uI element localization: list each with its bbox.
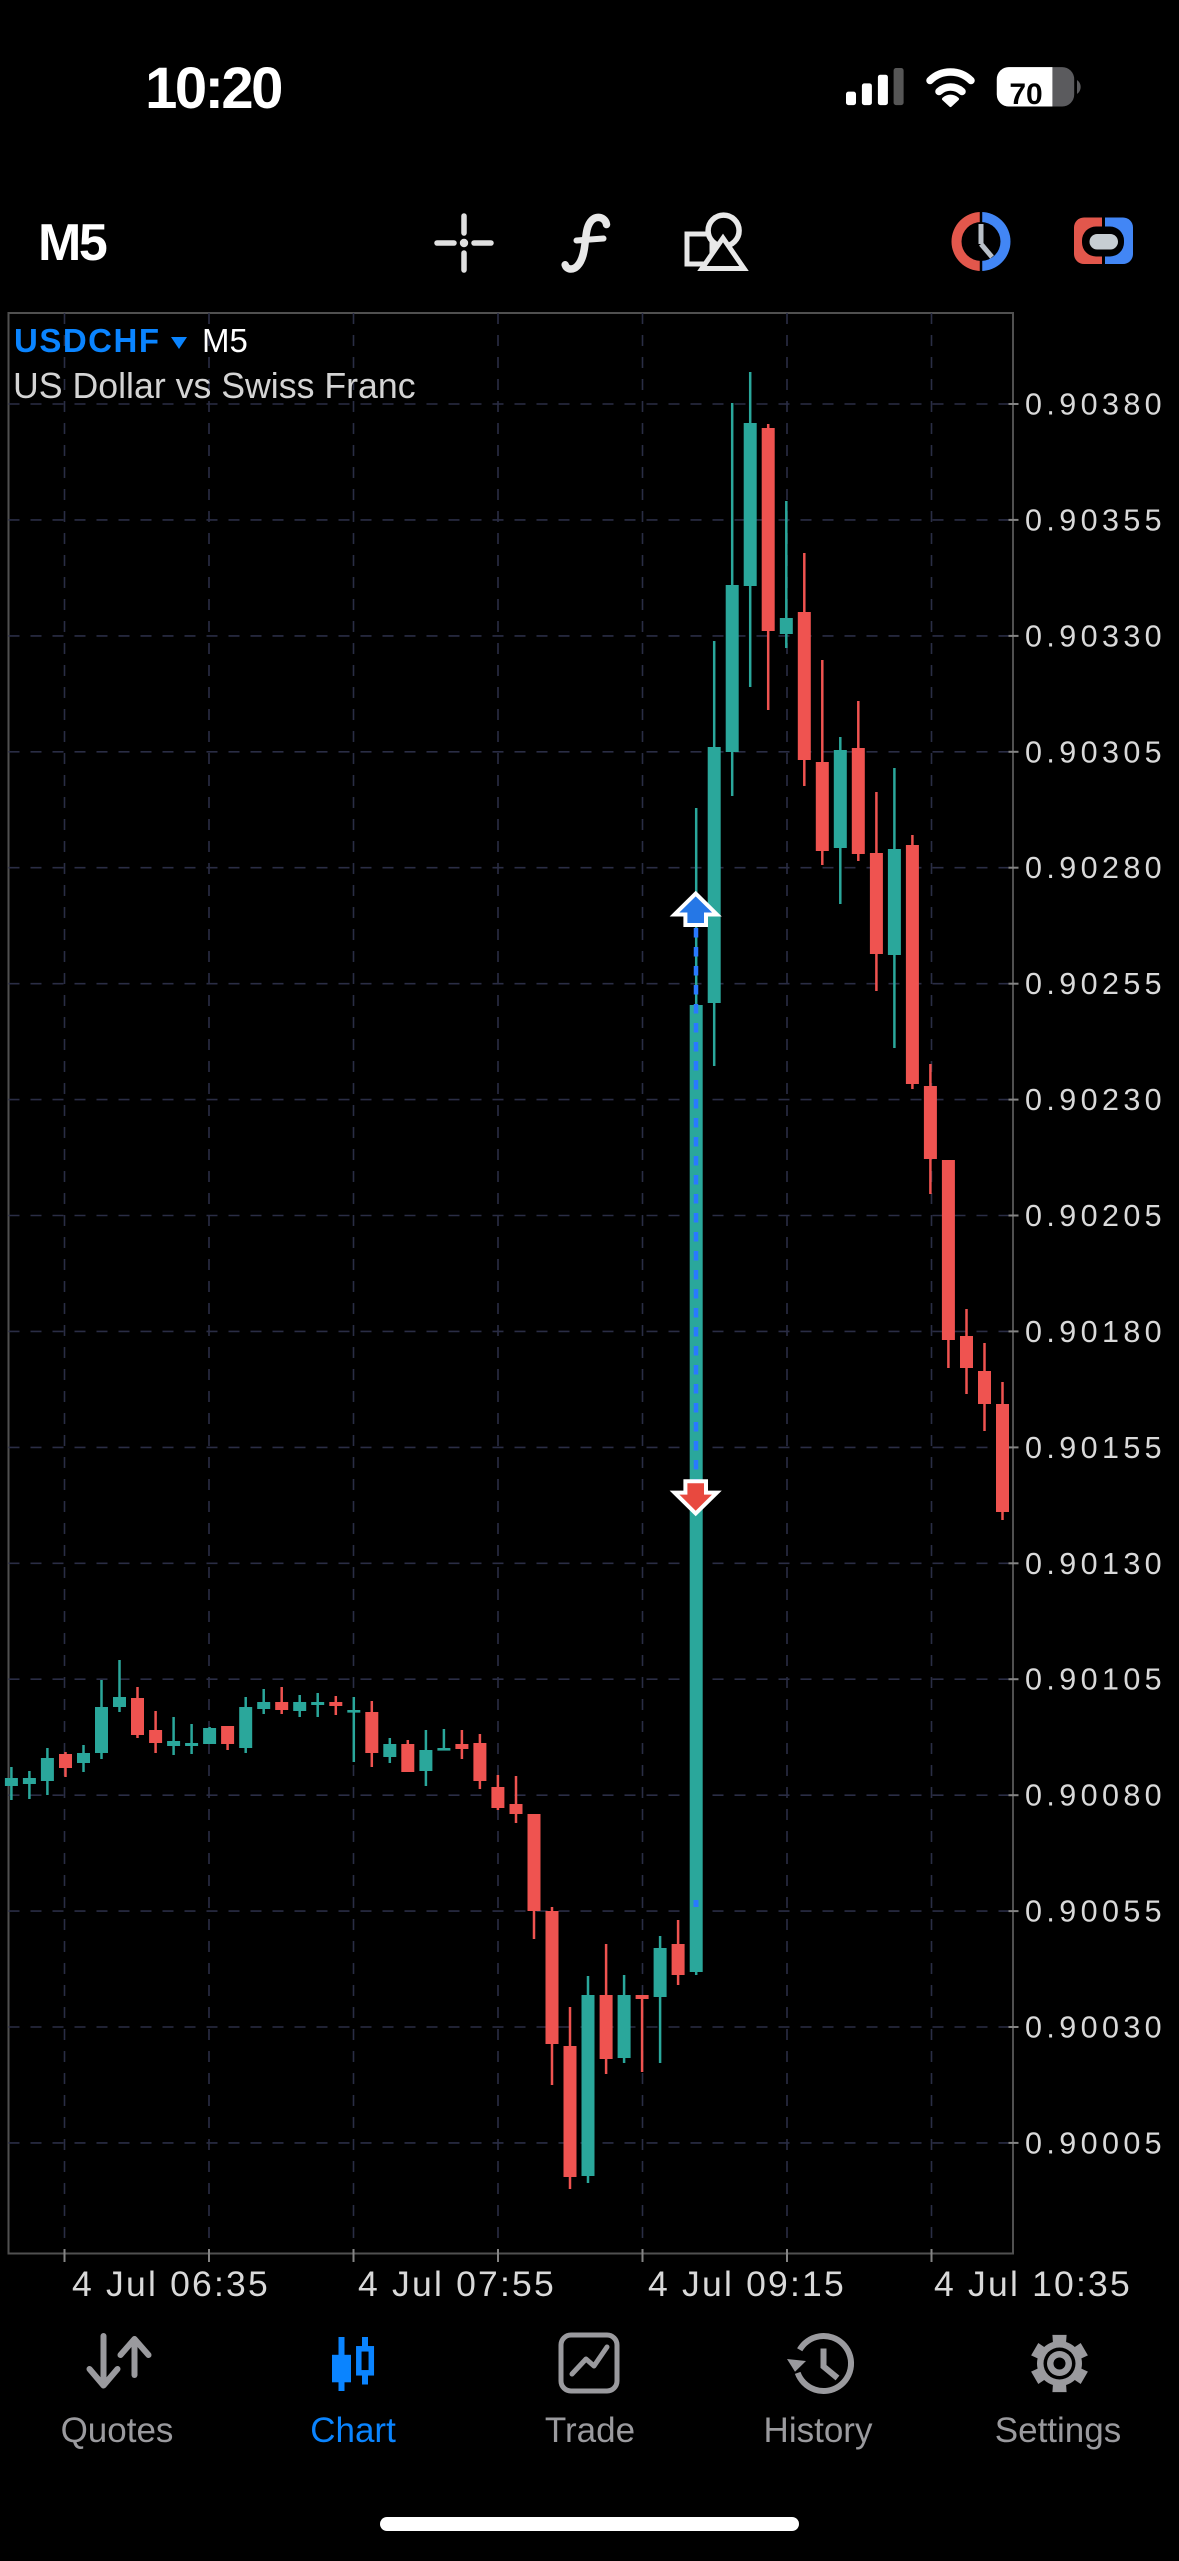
svg-text:4 Jul 07:55: 4 Jul 07:55 — [358, 2264, 556, 2304]
svg-text:4 Jul 10:35: 4 Jul 10:35 — [934, 2264, 1132, 2304]
svg-text:0.90005: 0.90005 — [1025, 2126, 1166, 2160]
svg-text:10:20: 10:20 — [145, 56, 281, 121]
svg-text:M5: M5 — [38, 214, 107, 272]
svg-text:0.90380: 0.90380 — [1025, 388, 1166, 422]
svg-text:0.90255: 0.90255 — [1025, 967, 1166, 1001]
svg-text:Quotes: Quotes — [61, 2411, 174, 2450]
svg-text:0.90080: 0.90080 — [1025, 1779, 1166, 1813]
svg-text:0.90230: 0.90230 — [1025, 1083, 1166, 1117]
svg-text:Chart: Chart — [310, 2411, 396, 2450]
svg-text:0.90305: 0.90305 — [1025, 735, 1166, 769]
svg-text:Trade: Trade — [545, 2411, 635, 2450]
svg-text:0.90280: 0.90280 — [1025, 851, 1166, 885]
svg-text:0.90205: 0.90205 — [1025, 1199, 1166, 1233]
svg-text:Settings: Settings — [995, 2411, 1121, 2450]
svg-text:History: History — [764, 2411, 873, 2450]
svg-text:0.90030: 0.90030 — [1025, 2011, 1166, 2045]
svg-text:0.90355: 0.90355 — [1025, 503, 1166, 537]
svg-text:0.90105: 0.90105 — [1025, 1663, 1166, 1697]
svg-text:USDCHF: USDCHF — [14, 322, 161, 359]
svg-text:4 Jul 09:15: 4 Jul 09:15 — [648, 2264, 846, 2304]
svg-text:0.90130: 0.90130 — [1025, 1547, 1166, 1581]
svg-text:4 Jul 06:35: 4 Jul 06:35 — [72, 2264, 270, 2304]
svg-text:M5: M5 — [202, 322, 248, 359]
svg-text:0.90055: 0.90055 — [1025, 1895, 1166, 1929]
svg-text:0.90330: 0.90330 — [1025, 619, 1166, 653]
svg-text:70: 70 — [1009, 78, 1042, 111]
svg-text:0.90155: 0.90155 — [1025, 1431, 1166, 1465]
svg-text:0.90180: 0.90180 — [1025, 1315, 1166, 1349]
svg-text:US Dollar vs Swiss Franc: US Dollar vs Swiss Franc — [13, 366, 416, 406]
